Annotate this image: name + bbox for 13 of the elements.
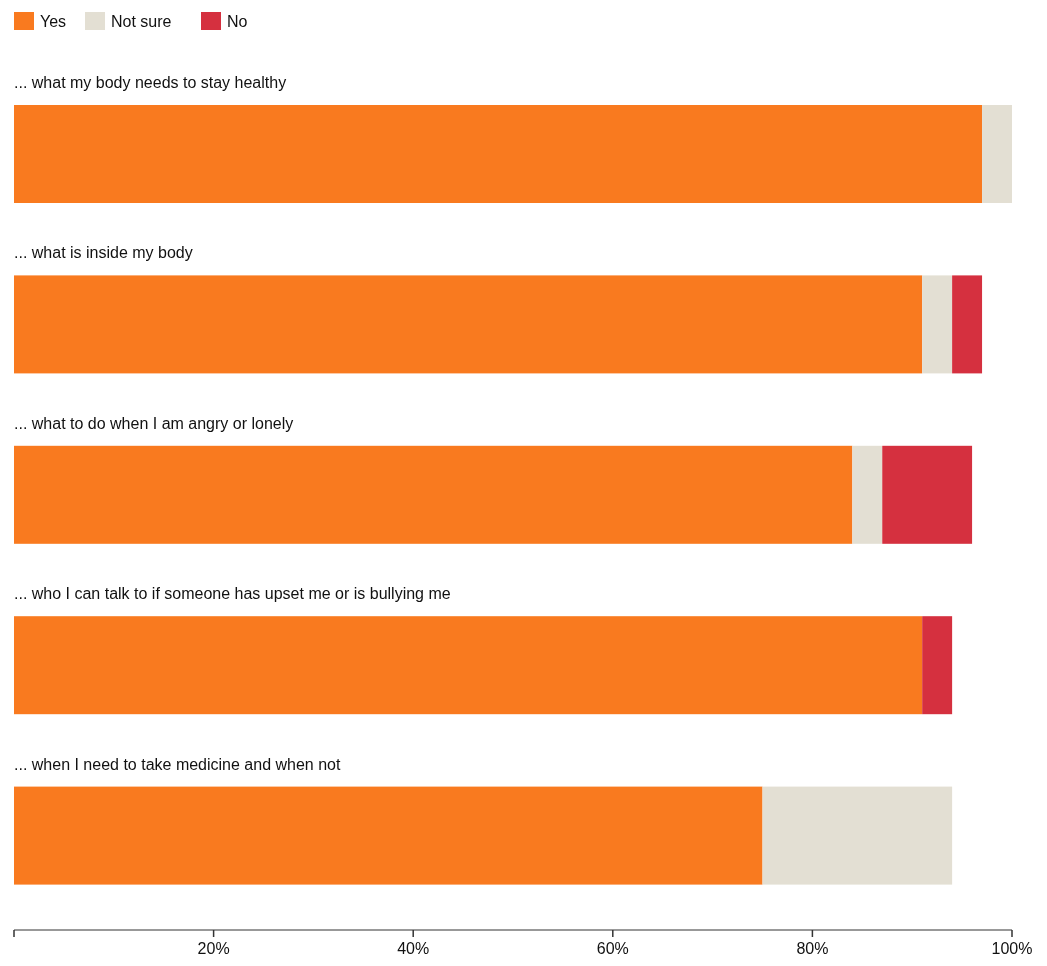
- legend-label: No: [227, 13, 248, 30]
- x-tick-label: 100%: [991, 940, 1033, 957]
- legend-label: Not sure: [111, 13, 172, 30]
- legend-label: Yes: [40, 13, 67, 30]
- x-tick-label: 20%: [197, 940, 230, 957]
- y-tick-label: ... what is inside my body: [14, 244, 193, 262]
- x-tick-label: 40%: [397, 940, 430, 957]
- y-tick-label: ... who I can talk to if someone has upset me or is bullying me: [14, 585, 451, 603]
- y-tick-label: ... when I need to take medicine and when not: [14, 755, 341, 773]
- y-tick-label: ... what my body needs to stay healthy: [14, 74, 287, 91]
- x-tick-label: 60%: [596, 940, 629, 957]
- x-tick-label: 80%: [796, 940, 829, 957]
- y-tick-label: ... what to do when I am angry or lonely: [14, 414, 294, 432]
